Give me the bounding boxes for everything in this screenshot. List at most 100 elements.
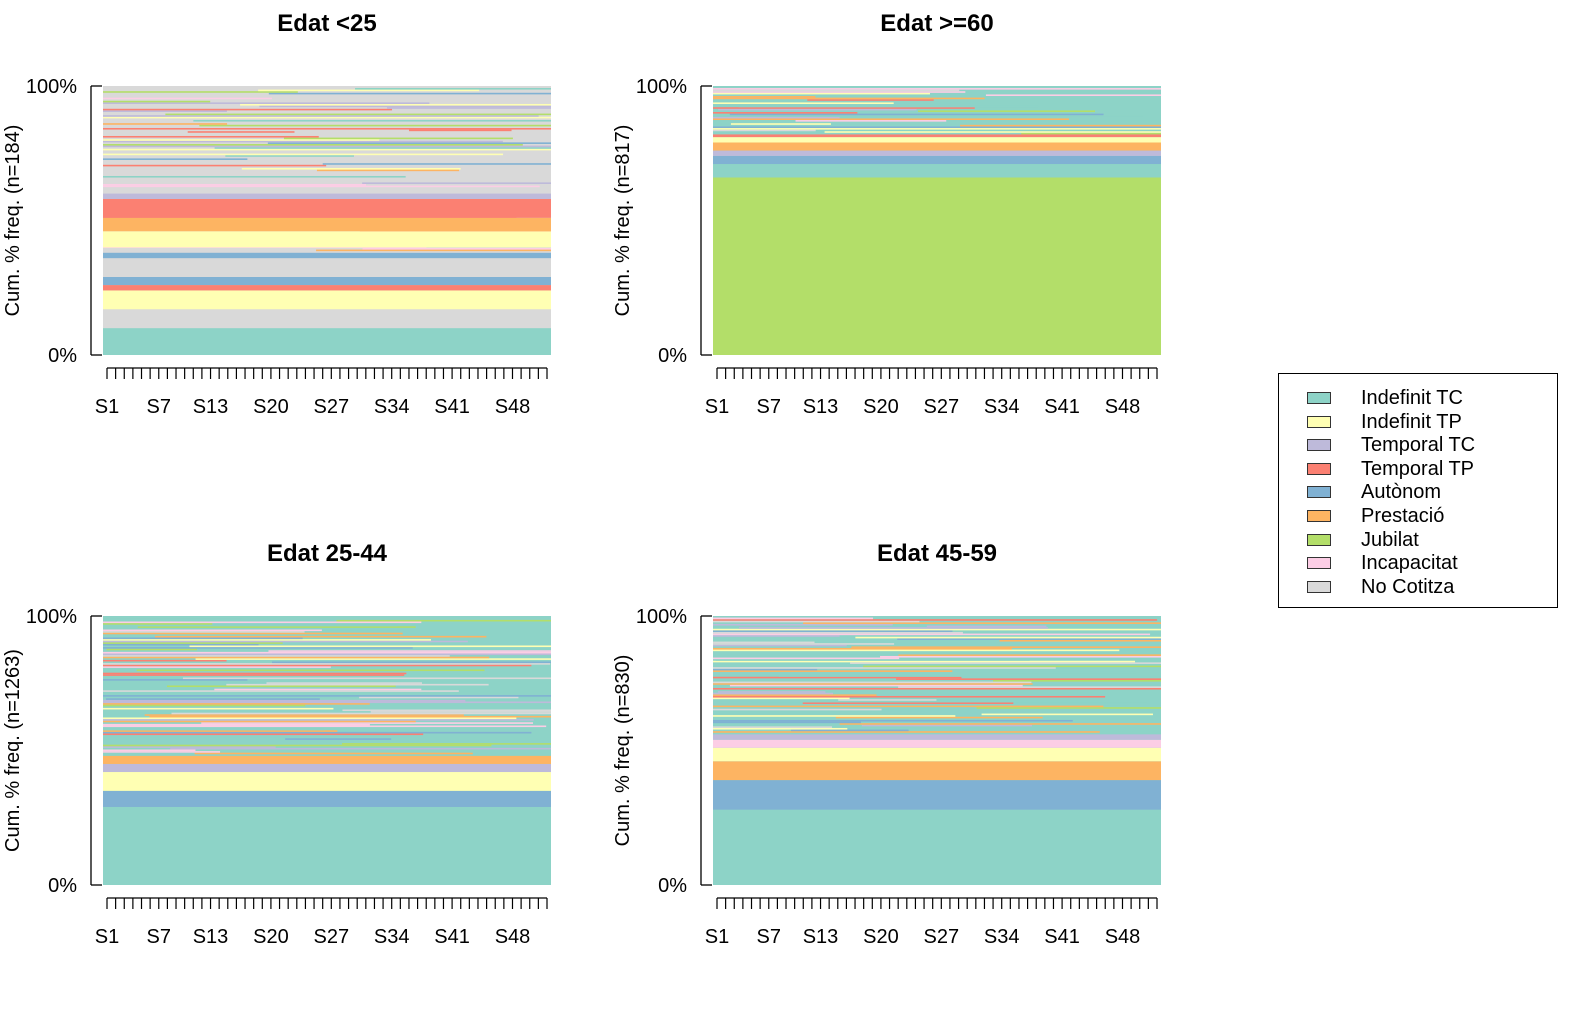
sequence-run — [713, 623, 893, 626]
sequence-run — [258, 89, 480, 92]
state-band — [713, 809, 1161, 885]
sequence-run — [342, 709, 551, 712]
sequence-run — [103, 637, 303, 640]
sequence-run — [713, 670, 953, 672]
legend-item: No Cotitza — [1279, 576, 1557, 599]
chart-title: Edat <25 — [277, 10, 376, 37]
sequence-run — [103, 91, 298, 93]
sequence-run — [713, 628, 1161, 631]
legend-swatch — [1307, 557, 1331, 569]
sequence-run — [880, 655, 1161, 658]
panel-edat-lt25: Edat <25 100% 0% Cum. % freq. (n=184) S1 S7 S1… — [0, 0, 620, 480]
legend-swatch — [1307, 534, 1331, 546]
x-tick-label: S41 — [1044, 396, 1080, 418]
sequence-run — [103, 108, 393, 111]
sequence-run — [103, 118, 551, 120]
legend-label: Prestació — [1361, 505, 1445, 527]
sequence-run — [824, 131, 1161, 133]
sequence-run — [201, 722, 533, 724]
sequence-run — [103, 664, 532, 667]
legend-label: Incapacitat — [1361, 552, 1458, 574]
state-band — [713, 177, 1161, 355]
sequence-run — [822, 652, 997, 655]
sequence-run — [103, 618, 242, 620]
sequence-run — [1007, 671, 1137, 674]
sequence-run — [103, 720, 416, 723]
sequence-run — [713, 703, 1128, 706]
chart-edat-lt25: Edat <25 100% 0% Cum. % freq. (n=184) S1 S7 S1… — [2, 10, 552, 418]
sequence-run — [241, 167, 461, 170]
sequence-run — [713, 694, 877, 696]
legend: Indefinit TC Indefinit TP Temporal TC Te… — [1278, 373, 1558, 608]
sequence-run — [171, 712, 551, 715]
sequence-run — [103, 735, 348, 737]
sequence-run — [189, 645, 551, 648]
sequence-run — [103, 744, 492, 747]
sequence-run — [259, 105, 551, 108]
sequence-run — [103, 102, 430, 104]
sequence-run — [713, 687, 1161, 690]
state-band — [103, 258, 551, 277]
sequence-run — [103, 621, 422, 624]
sequence-run — [170, 747, 551, 750]
sequence-run — [981, 713, 1153, 716]
sequence-lines — [713, 88, 1161, 135]
sequence-run — [729, 684, 1023, 687]
sequence-run — [199, 124, 552, 127]
legend-label: Jubilat — [1361, 529, 1419, 551]
sequence-run — [103, 145, 551, 148]
sequence-run — [713, 88, 1161, 90]
sequence-run — [268, 92, 551, 95]
y-tick-label: 100% — [636, 606, 687, 628]
sequence-run — [359, 696, 519, 699]
sequence-run — [263, 739, 551, 742]
sequence-run — [713, 711, 925, 714]
state-band — [713, 780, 1161, 810]
sequence-run — [103, 703, 370, 705]
sequence-run — [103, 164, 327, 167]
sequence-run — [713, 692, 834, 695]
sequence-run — [272, 661, 551, 664]
state-band — [713, 150, 1161, 156]
sequence-run — [898, 654, 1161, 656]
sequence-run — [713, 644, 847, 647]
legend-swatch — [1307, 486, 1331, 498]
sequence-run — [103, 666, 331, 668]
sequence-run — [739, 627, 1048, 629]
sequence-run — [268, 650, 551, 652]
state-band — [103, 285, 551, 291]
sequence-run — [103, 623, 213, 625]
sequence-run — [362, 182, 551, 184]
sequence-run — [226, 683, 489, 686]
sequence-run — [713, 719, 1073, 722]
sequence-run — [835, 716, 1043, 719]
sequence-run — [103, 115, 539, 117]
x-tick-label: S13 — [803, 396, 839, 418]
sequence-run — [103, 675, 427, 678]
state-band — [103, 328, 551, 355]
sequence-run — [103, 640, 468, 643]
sequence-run — [713, 92, 930, 95]
sequence-run — [214, 147, 551, 149]
sequence-run — [154, 635, 487, 638]
sequence-run — [103, 143, 523, 146]
sequence-run — [713, 643, 895, 645]
sequence-run — [730, 123, 831, 125]
chart-edat-ge60: Edat >=60 100% 0% Cum. % freq. (n=817) S1 S7 S… — [612, 10, 1161, 418]
sequence-run — [713, 697, 850, 700]
x-tick-label: S7 — [147, 926, 171, 948]
sequence-run — [408, 129, 512, 132]
state-band — [103, 252, 551, 259]
chart-edat-45-59: Edat 45-59 100% 0% Cum. % freq. (n=830) S1 S7… — [612, 540, 1161, 948]
sequence-run — [103, 749, 196, 752]
state-band — [713, 747, 1161, 762]
y-tick-label: 100% — [636, 76, 687, 98]
x-tick-label: S13 — [193, 396, 229, 418]
sequence-run — [103, 717, 517, 720]
sequence-run — [187, 131, 295, 133]
x-tick-label: S34 — [374, 396, 410, 418]
sequence-run — [926, 625, 1047, 628]
sequence-run — [713, 708, 882, 711]
sequence-run — [103, 187, 291, 189]
sequence-run — [370, 711, 551, 713]
